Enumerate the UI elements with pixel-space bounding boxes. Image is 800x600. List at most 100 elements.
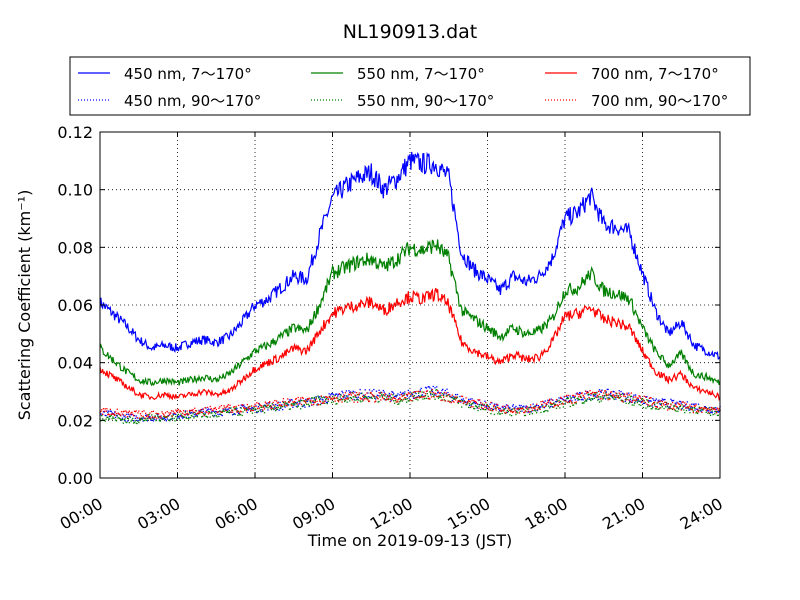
series-point bbox=[669, 406, 671, 408]
series-point bbox=[190, 414, 192, 417]
series-point bbox=[464, 402, 466, 404]
series-point bbox=[234, 413, 236, 415]
series-point bbox=[474, 402, 476, 404]
series-point bbox=[333, 396, 335, 398]
series-point bbox=[221, 414, 223, 417]
series-point bbox=[438, 396, 440, 398]
series-point bbox=[454, 398, 456, 400]
series-point bbox=[260, 404, 262, 407]
x-tick-label: 15:00 bbox=[444, 494, 493, 534]
series-point bbox=[250, 410, 252, 412]
series-point bbox=[649, 405, 651, 407]
series-point bbox=[572, 394, 574, 397]
series-point bbox=[471, 403, 473, 405]
series-point bbox=[123, 418, 125, 421]
series-point bbox=[659, 407, 661, 409]
series-point bbox=[234, 407, 236, 409]
series-point bbox=[460, 400, 462, 402]
series-point bbox=[233, 413, 235, 415]
series-point bbox=[533, 406, 535, 408]
series-point bbox=[186, 417, 188, 419]
series-point bbox=[169, 420, 171, 422]
series-point bbox=[139, 417, 141, 419]
series-point bbox=[115, 420, 118, 422]
series-point bbox=[213, 407, 216, 409]
series-point bbox=[307, 403, 310, 405]
series-point bbox=[289, 400, 291, 402]
series-point bbox=[364, 394, 366, 396]
series-point bbox=[535, 405, 537, 407]
series-point bbox=[101, 415, 103, 417]
series-point bbox=[633, 396, 635, 398]
series-point bbox=[662, 399, 664, 401]
series-point bbox=[610, 395, 612, 397]
series-point bbox=[497, 413, 499, 415]
legend-label: 550 nm, 7～170° bbox=[357, 65, 485, 83]
series-point bbox=[639, 395, 641, 397]
series-point bbox=[650, 408, 652, 410]
series-point bbox=[118, 417, 120, 419]
series-point bbox=[225, 408, 227, 410]
series-point bbox=[601, 398, 603, 400]
series-point bbox=[665, 406, 667, 408]
series-point bbox=[161, 418, 163, 420]
series-point bbox=[481, 404, 483, 406]
series-point bbox=[293, 404, 295, 406]
series-point bbox=[440, 396, 442, 399]
series-point bbox=[157, 414, 159, 416]
series-point bbox=[214, 407, 217, 409]
series-point bbox=[683, 405, 685, 408]
series-point bbox=[397, 403, 399, 405]
series-point bbox=[270, 406, 273, 408]
series-point bbox=[711, 410, 713, 412]
series-point bbox=[250, 408, 252, 410]
series-point bbox=[136, 419, 138, 422]
series-point bbox=[415, 398, 417, 400]
series-point bbox=[187, 414, 189, 416]
series-point bbox=[613, 391, 615, 393]
series-point bbox=[425, 397, 428, 399]
series-point bbox=[127, 420, 129, 422]
series-point bbox=[583, 396, 585, 398]
series-point bbox=[430, 389, 433, 392]
series-point bbox=[307, 398, 310, 400]
series-point bbox=[387, 395, 389, 397]
series-point bbox=[265, 405, 267, 408]
series-point bbox=[464, 401, 466, 403]
series-point bbox=[597, 394, 599, 396]
series-point bbox=[395, 396, 397, 398]
series-point bbox=[427, 395, 429, 397]
series-point bbox=[431, 393, 434, 395]
series-point bbox=[626, 398, 628, 400]
series-point bbox=[258, 407, 260, 409]
series-point bbox=[436, 389, 438, 391]
series-point bbox=[391, 397, 393, 399]
series-point bbox=[710, 406, 713, 409]
series-point bbox=[377, 401, 379, 403]
series-point bbox=[645, 396, 647, 398]
series-point bbox=[426, 390, 428, 392]
series-point bbox=[545, 404, 547, 406]
series-point bbox=[273, 404, 275, 406]
series-point bbox=[409, 391, 411, 393]
series-point bbox=[199, 411, 201, 414]
series-point bbox=[241, 404, 243, 406]
series-point bbox=[193, 411, 195, 413]
series-point bbox=[260, 411, 262, 413]
series-point bbox=[571, 402, 573, 404]
series-point bbox=[238, 414, 241, 416]
series-point bbox=[359, 388, 361, 391]
series-point bbox=[345, 390, 347, 392]
series-point bbox=[574, 399, 576, 401]
series-point bbox=[592, 398, 594, 400]
series-point bbox=[114, 411, 117, 413]
series-point bbox=[477, 399, 479, 401]
series-point bbox=[606, 397, 608, 399]
series-point bbox=[178, 416, 180, 418]
series-point bbox=[671, 408, 673, 410]
series-point bbox=[573, 396, 576, 398]
series-point bbox=[453, 397, 455, 399]
series-point bbox=[243, 404, 245, 406]
series-point bbox=[514, 409, 516, 411]
series-point bbox=[424, 395, 427, 397]
